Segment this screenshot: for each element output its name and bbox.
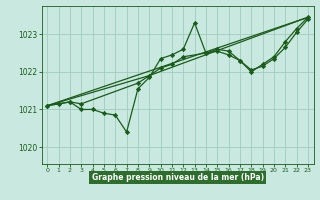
X-axis label: Graphe pression niveau de la mer (hPa): Graphe pression niveau de la mer (hPa) <box>92 173 264 182</box>
